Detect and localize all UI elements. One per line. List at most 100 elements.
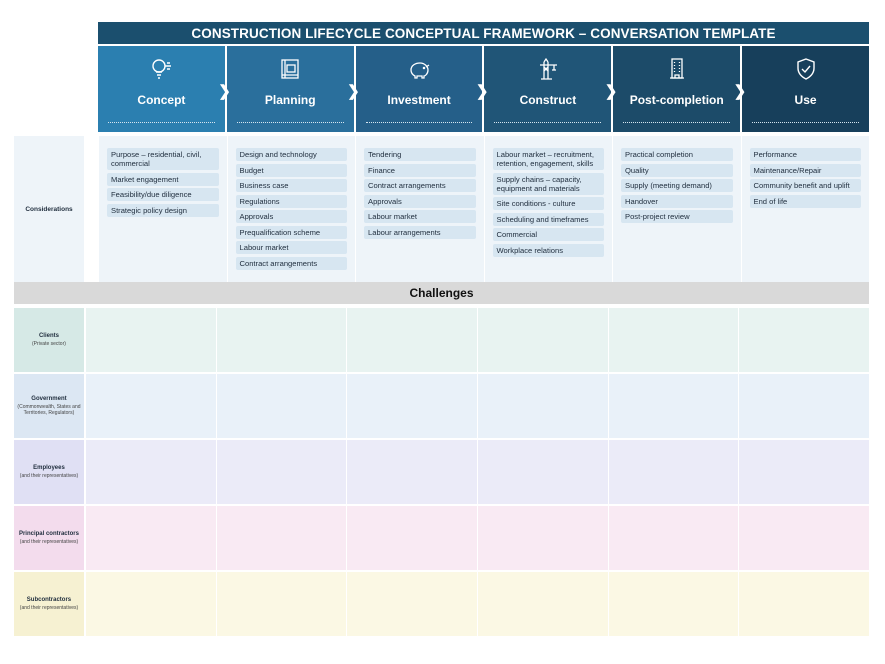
stakeholder-row: Principal contractors (and their represen… — [14, 506, 869, 570]
stakeholder-row: Clients (Private sector) — [14, 308, 869, 372]
challenge-cell[interactable] — [84, 506, 216, 570]
consideration-item: Commercial — [492, 228, 604, 241]
stage-header: Concept ❯ Planning ❯ Investment ❯ Construct ❯ Po… — [98, 46, 869, 132]
consideration-item: Handover — [621, 194, 733, 208]
stakeholder-subtitle: (and their representatives) — [19, 538, 79, 545]
stage-construct: Construct ❯ — [484, 46, 617, 132]
challenge-cell[interactable] — [607, 308, 739, 372]
challenge-cell[interactable] — [738, 440, 869, 504]
challenge-cell[interactable] — [738, 374, 869, 438]
chevron-right-icon: ❯ — [218, 83, 231, 100]
consideration-item: Labour market — [364, 210, 476, 223]
challenge-cell[interactable] — [215, 374, 347, 438]
stage-label: Post-completion — [629, 93, 724, 107]
challenge-cell[interactable] — [215, 308, 347, 372]
consideration-item: Scheduling and timeframes — [492, 212, 604, 226]
page-title: CONSTRUCTION LIFECYCLE CONCEPTUAL FRAMEW… — [98, 22, 869, 44]
stakeholder-label: Subcontractors (and their representatives… — [14, 572, 84, 636]
challenge-cell[interactable] — [607, 374, 739, 438]
chevron-right-icon: ❯ — [475, 83, 489, 100]
challenge-cell[interactable] — [84, 374, 216, 438]
considerations-cell-planning: Design and technology Budget Business case… — [226, 136, 355, 282]
challenge-cell[interactable] — [346, 374, 477, 438]
consideration-item: Labour market — [235, 241, 347, 254]
considerations-cell-investment: Tendering Finance Contract arrangements App… — [355, 136, 484, 282]
building-icon — [664, 56, 690, 82]
consideration-item: Practical completion — [621, 148, 733, 161]
consideration-item: Site conditions - culture — [492, 197, 604, 210]
shield-check-icon — [793, 56, 819, 82]
challenge-cell[interactable] — [215, 572, 347, 636]
stakeholder-name: Government — [31, 396, 67, 403]
consideration-item: Maintenance/Repair — [749, 163, 861, 177]
challenge-cell[interactable] — [476, 308, 608, 372]
considerations-label: Considerations — [14, 136, 84, 282]
challenges-header: Challenges — [14, 282, 869, 304]
stakeholder-label: Employees (and their representatives) — [14, 440, 84, 504]
stage-concept: Concept ❯ — [98, 46, 231, 132]
consideration-item: Labour arrangements — [364, 225, 476, 239]
stage-use: Use — [742, 46, 869, 132]
consideration-item: Budget — [235, 163, 347, 177]
consideration-item: Contract arrangements — [235, 256, 347, 270]
challenge-cell[interactable] — [738, 506, 869, 570]
stakeholder-name: Employees — [33, 465, 65, 472]
challenge-cell[interactable] — [476, 572, 608, 636]
stakeholder-name: Subcontractors — [26, 597, 72, 604]
consideration-item: Design and technology — [235, 148, 347, 161]
considerations-cell-concept: Purpose – residential, civil, commercial… — [98, 136, 227, 282]
stakeholder-row: Government (Commonwealth, States and Terr… — [14, 374, 869, 438]
dotted-divider — [494, 122, 602, 123]
challenge-cell[interactable] — [346, 440, 477, 504]
stakeholder-label: Clients (Private sector) — [14, 308, 84, 372]
challenge-cell[interactable] — [215, 506, 347, 570]
challenge-cell[interactable] — [215, 440, 347, 504]
considerations-row: Considerations Purpose – residential, ci… — [14, 136, 869, 282]
challenge-cell[interactable] — [346, 308, 477, 372]
stage-post-completion: Post-completion ❯ — [613, 46, 746, 132]
challenge-cell[interactable] — [346, 506, 477, 570]
challenge-cell[interactable] — [607, 440, 739, 504]
stage-label: Planning — [264, 93, 316, 107]
challenge-cell[interactable] — [607, 572, 739, 636]
consideration-item: Supply (meeting demand) — [621, 179, 733, 192]
stakeholder-label: Principal contractors (and their represen… — [14, 506, 84, 570]
dotted-divider — [236, 122, 344, 123]
challenge-cell[interactable] — [738, 308, 869, 372]
challenge-cell[interactable] — [476, 506, 608, 570]
challenge-cell[interactable] — [84, 308, 216, 372]
challenge-cell[interactable] — [84, 440, 216, 504]
consideration-item: Regulations — [235, 194, 347, 208]
challenge-cell[interactable] — [346, 572, 477, 636]
piggy-bank-icon — [406, 56, 432, 82]
consideration-item: Workplace relations — [492, 243, 604, 257]
chevron-right-icon: ❯ — [733, 83, 747, 100]
stakeholder-row: Subcontractors (and their representatives… — [14, 572, 869, 636]
stakeholder-label: Government (Commonwealth, States and Terr… — [14, 374, 84, 438]
challenge-cell[interactable] — [738, 572, 869, 636]
challenge-cell[interactable] — [476, 440, 608, 504]
stakeholder-name: Principal contractors — [18, 531, 79, 538]
considerations-label-text: Considerations — [25, 205, 73, 213]
chevron-right-icon: ❯ — [604, 83, 618, 100]
stakeholder-subtitle: (Private sector) — [32, 340, 66, 347]
consideration-item: Post-project review — [621, 210, 733, 223]
stakeholder-name: Clients — [38, 333, 59, 340]
lightbulb-icon — [148, 56, 174, 82]
challenge-cell[interactable] — [607, 506, 739, 570]
stage-investment: Investment ❯ — [355, 46, 488, 132]
stage-planning: Planning ❯ — [226, 46, 360, 132]
consideration-item: Strategic policy design — [107, 203, 219, 217]
consideration-item: Finance — [364, 163, 476, 177]
consideration-item: Quality — [621, 163, 733, 177]
stage-label: Use — [794, 93, 817, 107]
consideration-item: End of life — [749, 194, 861, 208]
dotted-divider — [752, 122, 859, 123]
challenge-cell[interactable] — [84, 572, 216, 636]
stakeholder-subtitle: (Commonwealth, States and Territories, R… — [17, 403, 81, 416]
stage-label: Concept — [137, 93, 186, 107]
stakeholder-subtitle: (and their representatives) — [19, 604, 79, 611]
challenge-cell[interactable] — [476, 374, 608, 438]
stage-label: Investment — [387, 93, 451, 107]
crane-icon — [535, 56, 561, 82]
